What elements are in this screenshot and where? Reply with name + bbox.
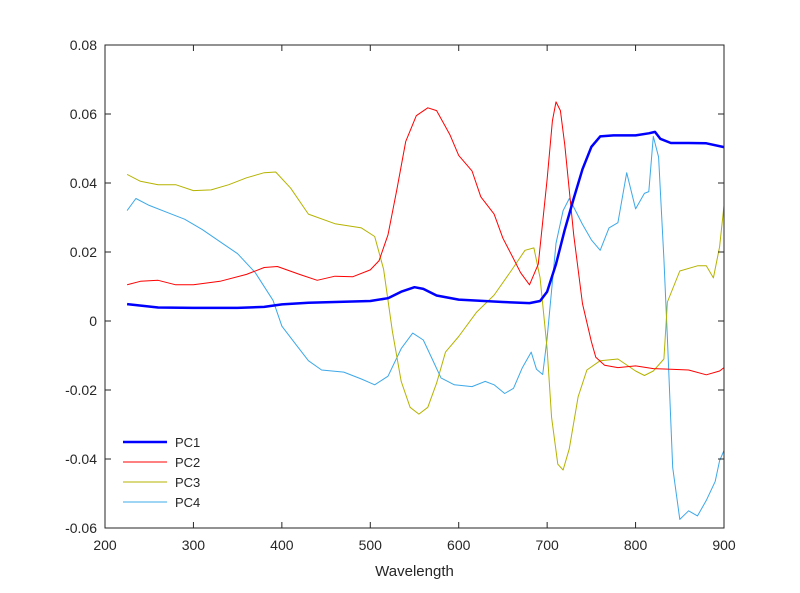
y-tick-label: -0.06 bbox=[65, 520, 97, 536]
y-tick-label: 0.04 bbox=[70, 175, 97, 191]
x-tick-label: 600 bbox=[447, 537, 471, 553]
y-axis-ticks: 0.08 0.06 0.04 0.02 0 -0.02 -0.04 -0.06 bbox=[65, 37, 724, 536]
y-tick-label: 0.08 bbox=[70, 37, 97, 53]
x-tick-label: 700 bbox=[535, 537, 559, 553]
legend-label-pc3: PC3 bbox=[175, 475, 200, 490]
x-tick-label: 500 bbox=[359, 537, 383, 553]
y-tick-label: 0.06 bbox=[70, 106, 97, 122]
series-line-pc1 bbox=[126, 130, 725, 310]
y-tick-label: -0.04 bbox=[65, 451, 97, 467]
legend-label-pc2: PC2 bbox=[175, 455, 200, 470]
x-tick-label: 200 bbox=[93, 537, 117, 553]
legend-label-pc4: PC4 bbox=[175, 495, 200, 510]
x-axis-label: Wavelength bbox=[375, 563, 454, 580]
series-layer bbox=[126, 101, 725, 520]
x-tick-label: 800 bbox=[624, 537, 648, 553]
series-line-pc3 bbox=[126, 171, 725, 471]
y-tick-label: -0.02 bbox=[65, 382, 97, 398]
legend-label-pc1: PC1 bbox=[175, 435, 200, 450]
legend: PC1 PC2 PC3 PC4 bbox=[123, 435, 200, 510]
y-tick-label: 0 bbox=[89, 313, 97, 329]
x-tick-label: 300 bbox=[182, 537, 206, 553]
y-tick-label: 0.02 bbox=[70, 244, 97, 260]
axes-box bbox=[104, 44, 725, 529]
x-axis-ticks: 200 300 400 500 600 700 800 900 bbox=[93, 45, 736, 553]
plot-area: 200 300 400 500 600 700 800 900 0.080.060.040.0… bbox=[65, 37, 736, 553]
x-tick-label: 400 bbox=[270, 537, 294, 553]
series-line-pc4 bbox=[126, 135, 725, 520]
series-line-pc2 bbox=[126, 101, 725, 376]
x-tick-label: 900 bbox=[712, 537, 736, 553]
